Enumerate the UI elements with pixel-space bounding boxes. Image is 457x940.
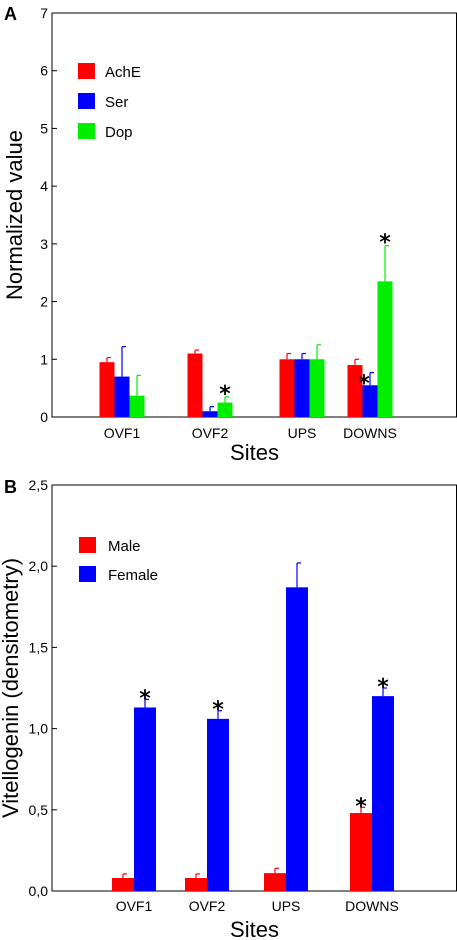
bar-male: [185, 878, 207, 891]
legend-label-dop: Dop: [105, 124, 133, 141]
significance-star: *: [139, 686, 151, 711]
legend-swatch-ache: [78, 63, 95, 79]
x-axis-title: Sites: [230, 440, 279, 465]
legend-label-female: Female: [108, 567, 158, 584]
y-tick-label: 4: [40, 178, 48, 194]
significance-star: *: [377, 675, 389, 700]
y-tick-label: 0,5: [29, 802, 49, 818]
bar-female: [286, 587, 308, 891]
bar-ser: [294, 359, 310, 417]
legend-label-male: Male: [108, 538, 141, 555]
y-tick-label: 5: [40, 120, 48, 136]
y-tick-label: 2: [40, 294, 48, 310]
x-axis-title: Sites: [230, 917, 279, 940]
bar-ache: [187, 353, 203, 417]
y-tick-label: 1,0: [29, 721, 49, 737]
x-tick-label: OVF2: [192, 425, 229, 441]
x-tick-label: OVF1: [116, 898, 153, 914]
y-tick-label: 2,5: [29, 477, 49, 493]
y-tick-label: 0,0: [29, 883, 49, 899]
y-tick-label: 1: [40, 351, 48, 367]
bar-ache: [99, 362, 115, 417]
bar-dop: [129, 395, 145, 417]
bar-female: [207, 718, 229, 891]
significance-star: *: [219, 382, 231, 407]
y-tick-label: 1,5: [29, 639, 49, 655]
y-tick-label: 0: [40, 409, 48, 425]
bar-ache: [279, 359, 295, 417]
y-tick-label: 7: [40, 5, 48, 21]
panel-letter: B: [4, 477, 17, 497]
x-tick-label: OVF1: [104, 425, 141, 441]
bar-dop: [377, 281, 393, 417]
bar-male: [350, 813, 372, 891]
legend-swatch-ser: [78, 93, 95, 109]
x-tick-label: UPS: [288, 425, 317, 441]
x-tick-label: DOWNS: [345, 898, 399, 914]
y-tick-label: 3: [40, 236, 48, 252]
y-axis-title: Normalized value: [2, 130, 27, 300]
significance-star: *: [358, 372, 370, 397]
bar-ser: [362, 385, 378, 417]
y-axis-title: Vitellogenin (densitometry): [0, 558, 23, 818]
legend-swatch-female: [79, 566, 96, 582]
significance-star: *: [212, 698, 224, 723]
y-tick-label: 6: [40, 63, 48, 79]
x-tick-label: OVF2: [189, 898, 226, 914]
bar-ser: [202, 411, 218, 417]
bar-ache: [347, 365, 363, 417]
x-tick-label: DOWNS: [343, 425, 397, 441]
y-tick-label: 2,0: [29, 558, 49, 574]
bar-ser: [114, 376, 130, 417]
significance-star: *: [355, 794, 367, 819]
bar-male: [112, 878, 134, 891]
legend-swatch-dop: [78, 123, 95, 139]
bar-female: [372, 696, 394, 891]
bar-female: [134, 707, 156, 891]
panel-letter: A: [4, 4, 17, 24]
bar-male: [264, 873, 286, 891]
bar-dop: [309, 359, 325, 417]
legend-label-ser: Ser: [105, 94, 128, 111]
legend-swatch-male: [79, 537, 96, 553]
bar-dop: [217, 402, 233, 417]
legend-label-ache: AchE: [105, 64, 141, 81]
significance-star: *: [379, 231, 391, 256]
x-tick-label: UPS: [272, 898, 301, 914]
